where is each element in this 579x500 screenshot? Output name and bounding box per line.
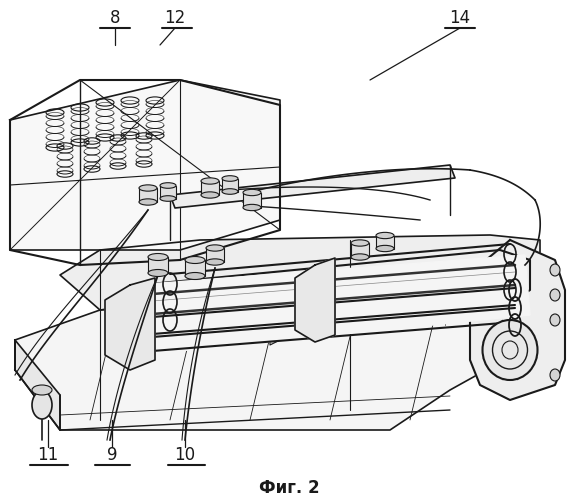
Ellipse shape <box>243 204 261 210</box>
Text: 12: 12 <box>164 9 186 27</box>
Ellipse shape <box>201 192 219 198</box>
Text: 8: 8 <box>110 9 120 27</box>
Ellipse shape <box>185 256 205 264</box>
Bar <box>206 248 224 262</box>
Ellipse shape <box>222 188 238 194</box>
Polygon shape <box>60 235 540 310</box>
Polygon shape <box>105 278 155 370</box>
Ellipse shape <box>32 385 52 395</box>
Ellipse shape <box>243 190 261 196</box>
Ellipse shape <box>550 369 560 381</box>
Ellipse shape <box>482 320 537 380</box>
Bar <box>222 178 238 192</box>
Polygon shape <box>110 250 530 350</box>
Bar <box>243 192 261 208</box>
Text: 11: 11 <box>38 446 58 464</box>
Ellipse shape <box>160 196 176 202</box>
Bar <box>351 243 369 257</box>
Ellipse shape <box>351 240 369 246</box>
Ellipse shape <box>222 176 238 182</box>
Ellipse shape <box>148 270 168 276</box>
Text: Фиг. 2: Фиг. 2 <box>259 479 320 497</box>
Bar <box>201 181 219 195</box>
Bar <box>160 186 176 198</box>
Polygon shape <box>15 295 540 430</box>
Bar <box>376 236 394 248</box>
Polygon shape <box>270 285 280 345</box>
Ellipse shape <box>550 289 560 301</box>
Ellipse shape <box>206 259 224 265</box>
Bar <box>139 188 157 202</box>
Ellipse shape <box>550 314 560 326</box>
Bar <box>185 260 205 276</box>
Ellipse shape <box>160 182 176 188</box>
Ellipse shape <box>139 185 157 191</box>
Bar <box>148 257 168 273</box>
Polygon shape <box>10 80 280 250</box>
Ellipse shape <box>148 254 168 260</box>
Text: 10: 10 <box>174 446 196 464</box>
Polygon shape <box>470 240 565 400</box>
Ellipse shape <box>550 264 560 276</box>
Ellipse shape <box>376 232 394 238</box>
Text: 9: 9 <box>107 446 118 464</box>
Ellipse shape <box>32 391 52 419</box>
Ellipse shape <box>201 178 219 184</box>
Ellipse shape <box>351 254 369 260</box>
Polygon shape <box>135 255 530 355</box>
Ellipse shape <box>206 245 224 251</box>
Polygon shape <box>15 340 60 430</box>
Text: 14: 14 <box>449 9 471 27</box>
Polygon shape <box>295 258 335 342</box>
Ellipse shape <box>376 246 394 252</box>
Ellipse shape <box>139 199 157 205</box>
Polygon shape <box>170 165 455 208</box>
Ellipse shape <box>185 272 205 280</box>
